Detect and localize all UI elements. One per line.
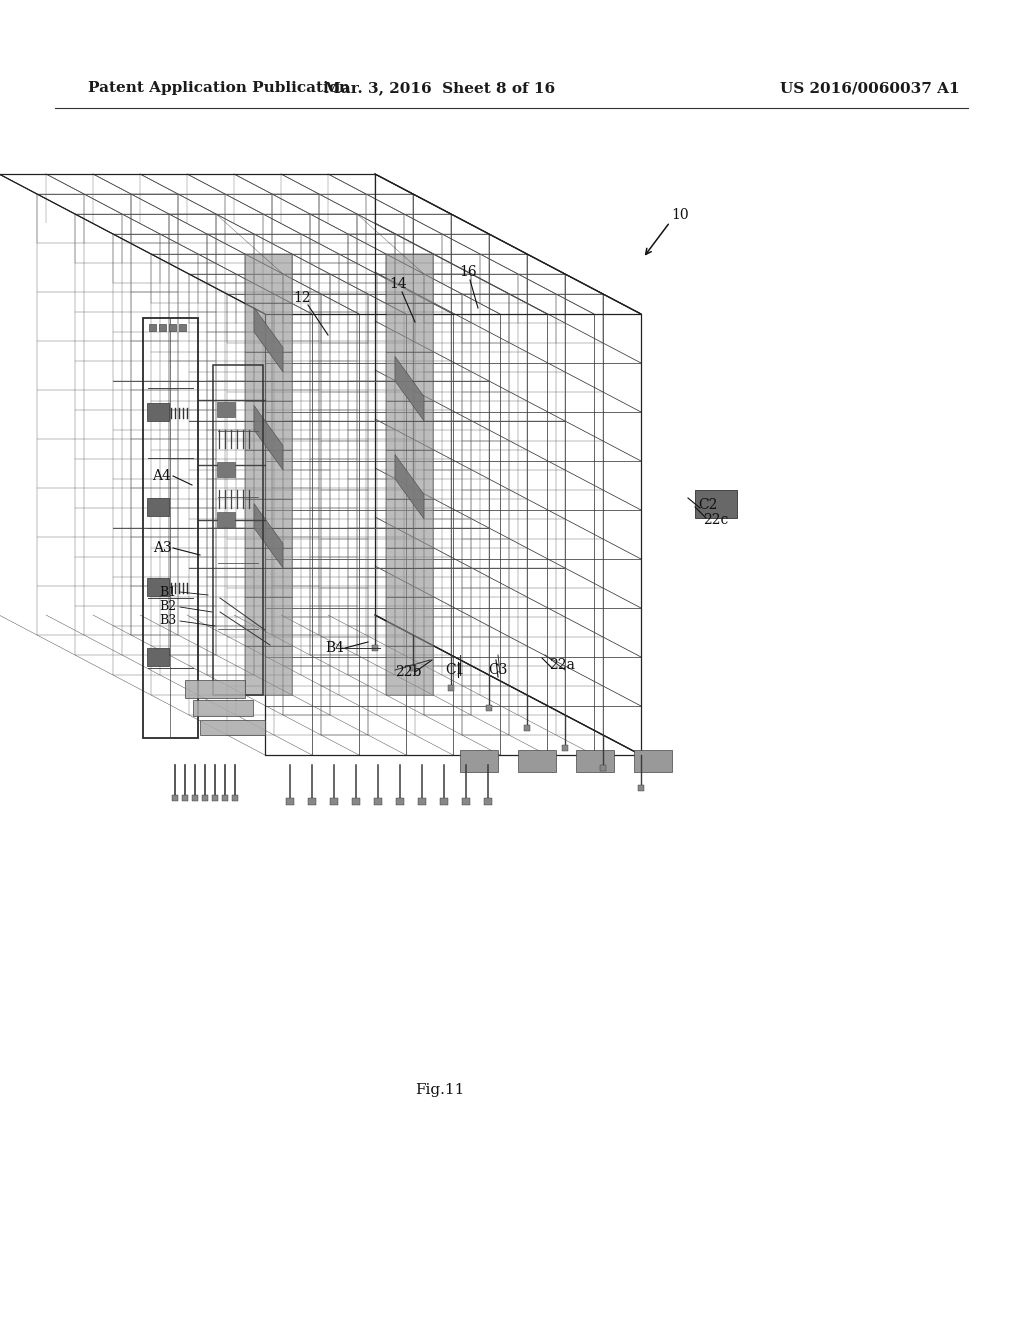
Bar [202,795,208,801]
Bar [396,799,404,805]
Text: A4: A4 [153,469,171,483]
Text: B1: B1 [160,586,176,598]
Text: C1: C1 [445,663,465,677]
Text: 22b: 22b [395,665,421,678]
Text: 22a: 22a [549,657,574,672]
Text: US 2016/0060037 A1: US 2016/0060037 A1 [780,81,959,95]
Bar [147,648,169,667]
Bar [213,366,263,696]
Polygon shape [245,401,292,450]
Bar [172,795,178,801]
Polygon shape [386,401,433,450]
Polygon shape [386,499,433,548]
Bar [147,578,169,597]
Polygon shape [386,304,433,352]
Polygon shape [254,405,283,470]
Bar [440,799,449,805]
Bar [217,462,234,477]
Bar [449,685,454,690]
Polygon shape [254,308,283,372]
Bar [159,323,166,331]
Bar [352,799,360,805]
Text: Patent Application Publication: Patent Application Publication [88,81,350,95]
Bar [562,744,568,751]
Text: B2: B2 [160,601,176,614]
Bar [484,799,492,805]
Bar [638,785,644,791]
Polygon shape [386,597,433,645]
Bar [232,795,238,801]
Polygon shape [245,597,292,645]
Bar [185,680,245,698]
Text: 10: 10 [671,209,689,222]
Text: C3: C3 [488,663,508,677]
Polygon shape [254,503,283,568]
Bar [182,795,188,801]
Bar [308,799,316,805]
Bar [575,750,614,772]
Text: C2: C2 [698,498,718,512]
Polygon shape [386,352,433,401]
Bar [147,498,169,516]
Bar [462,799,470,805]
Bar [286,799,294,805]
Text: Mar. 3, 2016  Sheet 8 of 16: Mar. 3, 2016 Sheet 8 of 16 [325,81,556,95]
Bar [330,799,338,805]
Polygon shape [216,214,283,275]
Polygon shape [386,645,433,696]
Bar [193,795,198,801]
Bar [695,490,737,517]
Polygon shape [245,304,292,352]
Polygon shape [386,450,433,499]
Polygon shape [245,352,292,401]
Text: B4: B4 [326,642,344,655]
Polygon shape [386,253,433,304]
Polygon shape [395,454,424,519]
Bar [169,323,176,331]
Text: 12: 12 [293,290,311,305]
Text: 22c: 22c [703,513,729,527]
Bar [524,725,530,731]
Bar [374,799,382,805]
Text: 16: 16 [459,265,477,279]
Text: 14: 14 [389,277,407,290]
Bar [150,323,156,331]
Bar [193,700,253,715]
Polygon shape [386,548,433,597]
Bar [143,318,198,738]
Bar [600,766,606,771]
Bar [410,665,416,671]
Bar [222,795,228,801]
Bar [418,799,426,805]
Text: Fig.11: Fig.11 [416,1082,465,1097]
Text: B3: B3 [160,615,176,627]
Bar [217,403,234,417]
Polygon shape [357,214,424,275]
Bar [212,795,218,801]
Polygon shape [245,645,292,696]
Bar [217,512,234,527]
Bar [147,403,169,421]
Bar [634,750,672,772]
Bar [518,750,556,772]
Bar [372,645,378,651]
Polygon shape [395,356,424,421]
Polygon shape [245,253,292,304]
Bar [200,719,265,735]
Polygon shape [245,548,292,597]
Bar [179,323,186,331]
Bar [486,705,492,711]
Text: A3: A3 [153,541,171,554]
Polygon shape [245,499,292,548]
Bar [460,750,498,772]
Polygon shape [245,450,292,499]
